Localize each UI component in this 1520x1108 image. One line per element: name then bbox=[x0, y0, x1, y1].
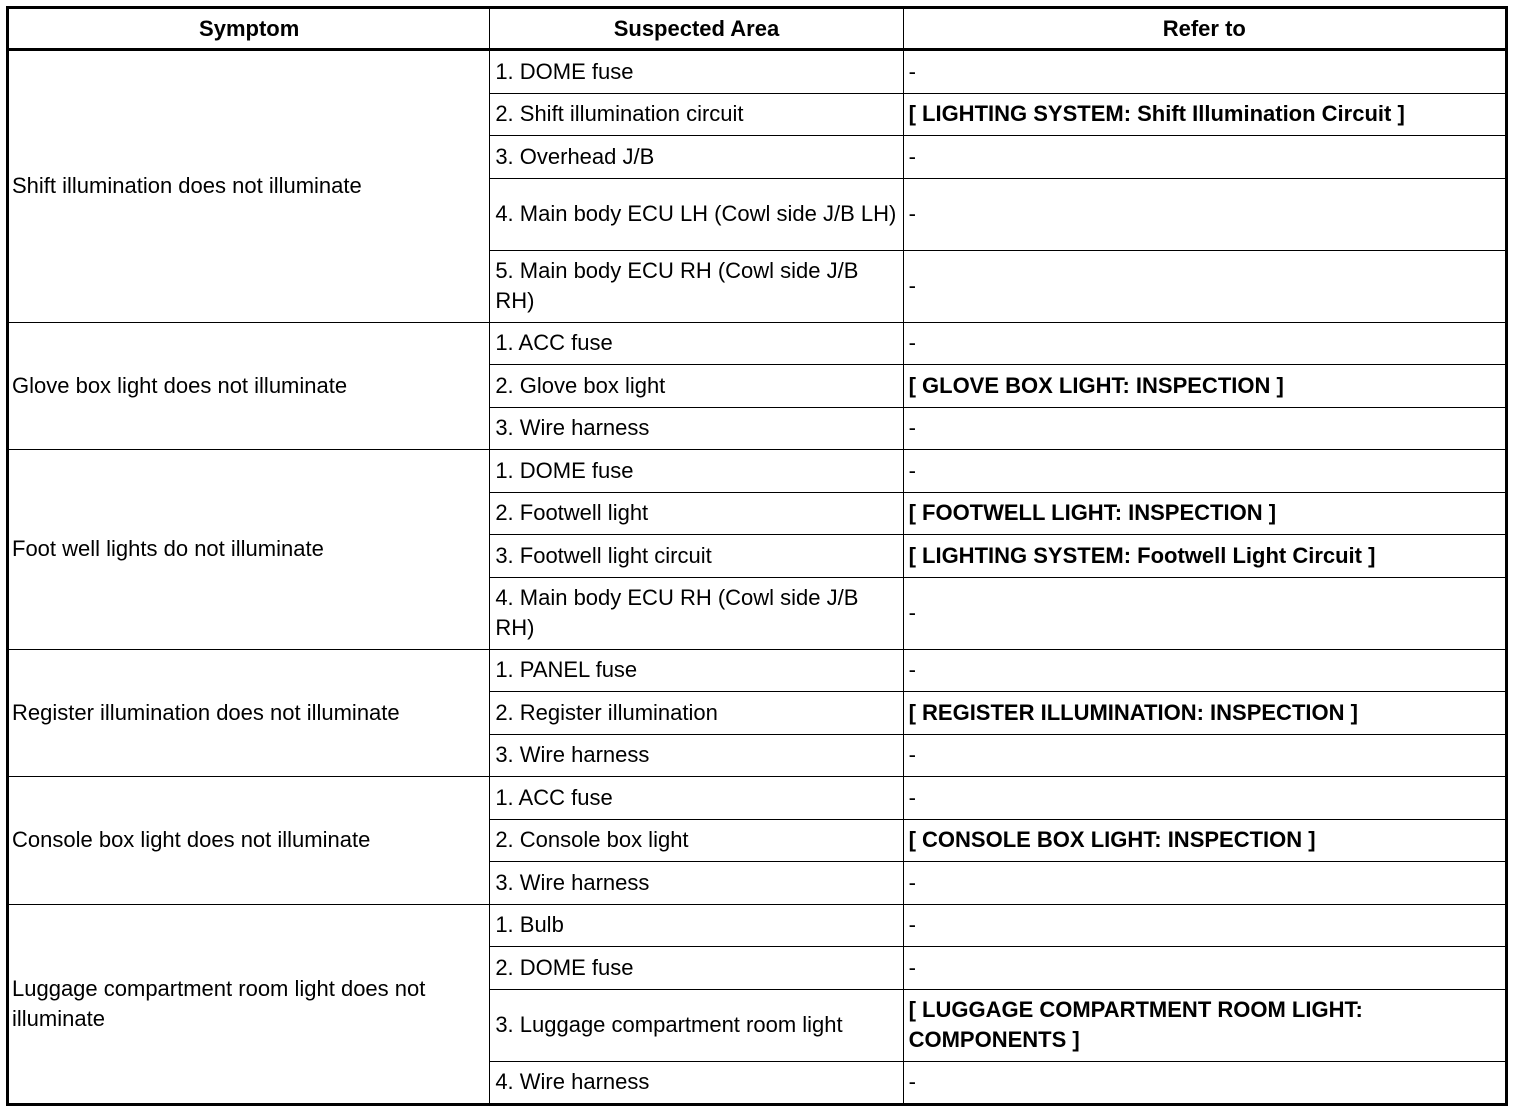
suspected-area-cell: 3. Wire harness bbox=[489, 733, 904, 777]
refer-to-link[interactable]: [ LUGGAGE COMPARTMENT ROOM LIGHT: COMPON… bbox=[902, 988, 1508, 1062]
header-refer-to: Refer to bbox=[902, 7, 1508, 51]
table-row: 4. Main body ECU RH (Cowl side J/B RH) - bbox=[8, 576, 1508, 650]
refer-to-cell: - bbox=[902, 321, 1508, 365]
symptom-cell: Shift illumination does not illuminate bbox=[6, 49, 491, 323]
table-row: 3. Luggage compartment room light[ LUGGA… bbox=[8, 988, 1508, 1062]
suspected-area-cell: 1. PANEL fuse bbox=[489, 648, 904, 692]
table-row: 2. Shift illumination circuit[ LIGHTING … bbox=[8, 92, 1508, 136]
table-row: Luggage compartment room light does not … bbox=[6, 903, 1508, 1105]
table-row: 4. Main body ECU LH (Cowl side J/B LH) - bbox=[8, 177, 1508, 251]
table-row: 2. Footwell light[ FOOTWELL LIGHT: INSPE… bbox=[8, 491, 1508, 535]
table-row: Console box light does not illuminate 1. … bbox=[6, 776, 1508, 905]
refer-to-cell: - bbox=[902, 135, 1508, 179]
suspected-area-cell: 5. Main body ECU RH (Cowl side J/B RH) bbox=[489, 249, 904, 323]
suspected-area-cell: 2. Console box light bbox=[489, 818, 904, 862]
refer-to-link[interactable]: [ LIGHTING SYSTEM: Footwell Light Circui… bbox=[902, 534, 1508, 578]
suspected-area-cell: 3. Wire harness bbox=[489, 406, 904, 450]
suspected-area-cell: 2. Footwell light bbox=[489, 491, 904, 535]
table-row: Glove box light does not illuminate 1. AC… bbox=[6, 321, 1508, 450]
refer-to-cell: - bbox=[902, 177, 1508, 251]
suspected-area-cell: 2. Register illumination bbox=[489, 691, 904, 735]
suspected-area-cell: 3. Luggage compartment room light bbox=[489, 988, 904, 1062]
refer-to-cell: - bbox=[902, 249, 1508, 323]
refer-to-cell: - bbox=[902, 1060, 1508, 1105]
header-row: Symptom Suspected Area Refer to bbox=[6, 7, 1508, 51]
suspected-area-cell: 1. Bulb bbox=[489, 903, 904, 947]
symptom-cell: Console box light does not illuminate bbox=[6, 776, 491, 905]
table-row: 3. Wire harness - bbox=[8, 861, 1508, 905]
troubleshooting-table: Symptom Suspected Area Refer to Shift il… bbox=[6, 6, 1508, 1106]
suspected-area-cell: 4. Wire harness bbox=[489, 1060, 904, 1105]
refer-to-link[interactable]: [ REGISTER ILLUMINATION: INSPECTION ] bbox=[902, 691, 1508, 735]
symptom-cell: Foot well lights do not illuminate bbox=[6, 449, 491, 650]
symptom-cell: Luggage compartment room light does not … bbox=[6, 903, 491, 1105]
refer-to-cell: - bbox=[902, 946, 1508, 990]
suspected-area-cell: 2. DOME fuse bbox=[489, 946, 904, 990]
refer-to-cell: - bbox=[902, 861, 1508, 905]
suspected-area-cell: 1. ACC fuse bbox=[489, 776, 904, 820]
table-row: 3. Wire harness - bbox=[8, 406, 1508, 450]
refer-to-link[interactable]: [ FOOTWELL LIGHT: INSPECTION ] bbox=[902, 491, 1508, 535]
suspected-area-cell: 4. Main body ECU RH (Cowl side J/B RH) bbox=[489, 576, 904, 650]
table-row: 4. Wire harness - bbox=[8, 1060, 1508, 1105]
suspected-area-cell: 3. Overhead J/B bbox=[489, 135, 904, 179]
refer-to-cell: - bbox=[902, 903, 1508, 947]
suspected-area-cell: 2. Glove box light bbox=[489, 364, 904, 408]
refer-to-cell: - bbox=[902, 406, 1508, 450]
table-row: 3. Wire harness - bbox=[8, 733, 1508, 777]
refer-to-cell: - bbox=[902, 733, 1508, 777]
suspected-area-cell: 2. Shift illumination circuit bbox=[489, 92, 904, 136]
suspected-area-cell: 4. Main body ECU LH (Cowl side J/B LH) bbox=[489, 177, 904, 251]
suspected-area-cell: 1. DOME fuse bbox=[489, 449, 904, 493]
refer-to-cell: - bbox=[902, 648, 1508, 692]
table-row: 2. Register illumination[ REGISTER ILLUM… bbox=[8, 691, 1508, 735]
table-body: Shift illumination does not illuminate 1.… bbox=[6, 49, 1508, 1105]
suspected-area-cell: 1. ACC fuse bbox=[489, 321, 904, 365]
table-row: 5. Main body ECU RH (Cowl side J/B RH) - bbox=[8, 249, 1508, 323]
symptom-cell: Register illumination does not illuminat… bbox=[6, 648, 491, 777]
table-row: 2. DOME fuse - bbox=[8, 946, 1508, 990]
header-suspected-area: Suspected Area bbox=[489, 7, 904, 51]
table-row: Register illumination does not illuminat… bbox=[6, 648, 1508, 777]
suspected-area-cell: 1. DOME fuse bbox=[489, 49, 904, 94]
table-row: 2. Console box light[ CONSOLE BOX LIGHT:… bbox=[8, 818, 1508, 862]
refer-to-cell: - bbox=[902, 49, 1508, 94]
refer-to-link[interactable]: [ GLOVE BOX LIGHT: INSPECTION ] bbox=[902, 364, 1508, 408]
refer-to-cell: - bbox=[902, 776, 1508, 820]
refer-to-cell: - bbox=[902, 449, 1508, 493]
refer-to-link[interactable]: [ LIGHTING SYSTEM: Shift Illumination Ci… bbox=[902, 92, 1508, 136]
suspected-area-cell: 3. Wire harness bbox=[489, 861, 904, 905]
suspected-area-cell: 3. Footwell light circuit bbox=[489, 534, 904, 578]
refer-to-link[interactable]: [ CONSOLE BOX LIGHT: INSPECTION ] bbox=[902, 818, 1508, 862]
table-row: Shift illumination does not illuminate 1.… bbox=[6, 49, 1508, 323]
table-row: Foot well lights do not illuminate 1. DOM… bbox=[6, 449, 1508, 650]
table-row: 2. Glove box light[ GLOVE BOX LIGHT: INS… bbox=[8, 364, 1508, 408]
header-symptom: Symptom bbox=[6, 7, 491, 51]
symptom-cell: Glove box light does not illuminate bbox=[6, 321, 491, 450]
refer-to-cell: - bbox=[902, 576, 1508, 650]
